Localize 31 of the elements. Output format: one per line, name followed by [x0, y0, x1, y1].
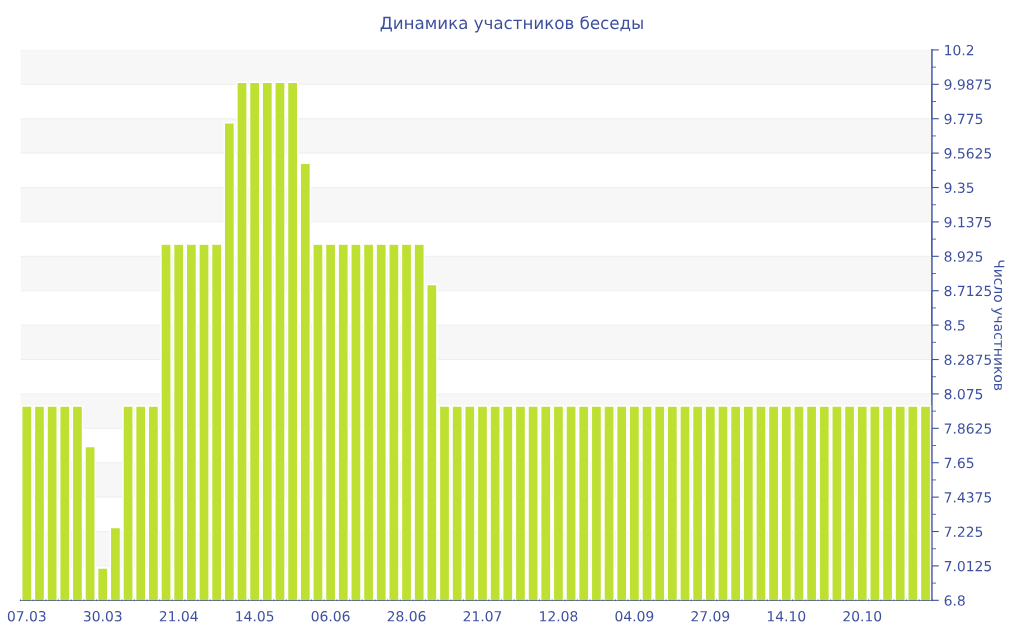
y2-tick-label: 7.8625 [944, 423, 992, 434]
x-tick-label: 30.03 [83, 610, 122, 622]
x-tick-label: 14.10 [767, 610, 806, 622]
y2-tick-label: 7.4375 [944, 492, 992, 503]
y2-tick-label: 7.65 [944, 457, 974, 469]
y2-tick-label: 8.5 [944, 320, 965, 331]
x-tick-label: 07.03 [7, 610, 46, 622]
x-tick-label: 21.04 [159, 610, 198, 622]
x-tick-label: 04.09 [615, 610, 654, 622]
y2-tick-label: 8.925 [944, 251, 983, 262]
y2-tick-label: 9.5625 [944, 148, 992, 159]
y2-axis-title: Число участников [991, 260, 1005, 391]
y2-tick-label: 8.7125 [944, 285, 992, 297]
x-tick-label: 12.08 [540, 610, 578, 622]
x-tick-label: 20.10 [843, 610, 882, 622]
x-tick-label: 14.05 [236, 610, 274, 622]
y2-tick-label: 9.1375 [944, 216, 992, 228]
x-tick-label: 28.06 [387, 610, 426, 622]
y2-tick-label: 7.225 [944, 526, 983, 537]
y2-tick-label: 9.9875 [944, 79, 992, 90]
y2-tick-label: 8.075 [944, 388, 983, 400]
y2-tick-label: 9.775 [944, 113, 983, 125]
x-tick-label: 27.09 [691, 610, 730, 622]
y2-tick-label: 6.8 [944, 595, 965, 606]
y2-tick-label: 7.0125 [944, 560, 992, 572]
y2-tick-label: 10.2 [945, 44, 974, 56]
x-tick-label: 06.06 [311, 610, 350, 622]
y2-tick-label: 8.2875 [944, 354, 992, 365]
y2-tick-label: 9.35 [944, 182, 974, 193]
x-tick-label: 21.07 [463, 610, 502, 622]
chart-title: Динамика участников беседы [380, 16, 643, 33]
